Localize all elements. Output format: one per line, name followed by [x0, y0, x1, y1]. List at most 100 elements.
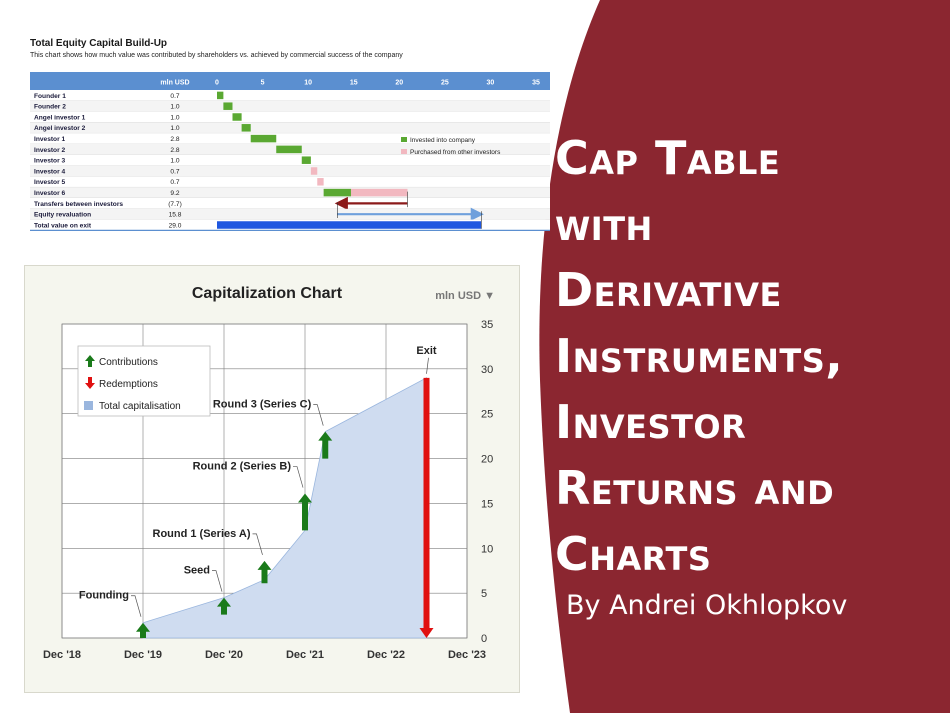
y-tick-label: 0 — [481, 633, 487, 645]
title-line: Charts — [555, 527, 712, 581]
row-value: 2.8 — [170, 147, 179, 154]
invested-bar — [276, 145, 302, 154]
maroon-curved-shape — [539, 0, 950, 713]
contribution-arrow — [136, 622, 150, 638]
x-tick-label: Dec '23 — [448, 649, 486, 661]
y-tick-label: 20 — [481, 454, 493, 466]
row-value: 1.0 — [170, 158, 179, 165]
invested-bar — [223, 102, 233, 110]
value-column-header: mln USD — [160, 80, 189, 87]
legend-label: Purchased from other investors — [410, 149, 501, 156]
contributions-icon — [85, 355, 95, 367]
table-row — [30, 176, 550, 188]
table-row — [30, 208, 550, 220]
invested-bar — [323, 188, 351, 197]
row-label: Investor 3 — [34, 158, 65, 165]
total-capitalisation-icon — [84, 401, 93, 410]
legend-box — [77, 345, 211, 417]
invested-bar — [241, 124, 251, 132]
y-tick-label: 35 — [481, 319, 493, 331]
row-value: 0.7 — [170, 179, 179, 186]
slide-title: Cap Table with Derivative Instruments, I… — [555, 125, 945, 587]
legend-label: Redemptions — [99, 379, 158, 390]
contribution-arrow — [217, 597, 231, 615]
invested-bar — [232, 113, 242, 121]
x-tick-label: Dec '22 — [367, 649, 405, 661]
total-bar — [217, 221, 482, 229]
row-label: Founder 2 — [34, 104, 66, 111]
row-label: Transfers between investors — [34, 201, 123, 208]
unit-selector[interactable]: mln USD ▼ — [435, 290, 495, 302]
row-label: Investor 2 — [34, 147, 65, 154]
contribution-arrow — [257, 560, 272, 584]
row-value: 29.0 — [169, 222, 182, 229]
row-value: 1.0 — [170, 125, 179, 132]
y-tick-label: 10 — [481, 543, 493, 555]
x-tick-label: 15 — [350, 80, 358, 87]
title-line: Derivative — [555, 263, 782, 317]
x-tick-label: 5 — [261, 80, 265, 87]
buildup-plot: mln USD 0 5 10 15 20 25 30 35 Founder 1 0.7 Founder… — [30, 72, 550, 231]
legend-swatch — [401, 149, 407, 154]
row-label: Investor 4 — [34, 168, 65, 175]
contribution-arrow — [318, 431, 333, 459]
row-label: Investor 1 — [34, 136, 65, 143]
row-value: 1.0 — [170, 114, 179, 121]
redemptions-icon — [85, 377, 95, 389]
annotation-leader — [313, 404, 324, 426]
legend-swatch — [401, 137, 407, 142]
contribution-arrow — [298, 493, 312, 531]
header-band — [30, 72, 550, 90]
invested-bar — [301, 156, 311, 164]
capitalization-title: Capitalization Chart — [191, 285, 343, 302]
annotation-leader — [252, 533, 263, 555]
y-tick-label: 5 — [481, 588, 487, 600]
title-line: Cap Table — [555, 131, 781, 185]
annotation-leader — [426, 357, 429, 374]
row-value: 2.8 — [170, 136, 179, 143]
x-tick-label: Dec '18 — [43, 649, 81, 661]
y-tick-label: 15 — [481, 498, 493, 510]
row-label: Angel investor 1 — [34, 114, 86, 121]
table-row — [30, 133, 550, 144]
annotation-label: Round 1 (Series A) — [153, 528, 251, 540]
table-row — [30, 122, 550, 134]
invested-bar — [250, 134, 277, 143]
y-tick-label: 25 — [481, 409, 493, 421]
annotation-label: Exit — [416, 345, 437, 357]
legend-label: Total capitalisation — [99, 401, 181, 412]
x-tick-label: 20 — [395, 80, 403, 87]
row-value: (7.7) — [168, 201, 182, 208]
purchased-bar — [310, 167, 318, 175]
author-byline: By Andrei Okhlopkov — [566, 590, 848, 621]
table-row — [30, 154, 550, 166]
row-label: Equity revaluation — [34, 212, 91, 219]
annotation-label: Seed — [184, 565, 210, 577]
annotation-leader — [293, 466, 304, 488]
annotation-label: Founding — [79, 590, 129, 602]
row-value: 15.8 — [169, 212, 182, 219]
annotation-leader — [212, 570, 223, 592]
table-row — [30, 90, 550, 101]
buildup-subtitle: This chart shows how much value was cont… — [30, 52, 403, 59]
row-label: Investor 6 — [34, 190, 65, 197]
capitalization-chart: 0 5 10 15 20 25 30 35 Dec '18 Dec '19 Dec '20 Dec '… — [24, 265, 520, 693]
row-label: Total value on exit — [34, 222, 92, 229]
row-value: 0.7 — [170, 168, 179, 175]
legend: Contributions Redemptions Total capitalisa… — [77, 345, 211, 417]
x-tick-label: 35 — [532, 80, 540, 87]
equity-buildup-chart: Total Equity Capital Build-Up This chart… — [30, 38, 550, 231]
table-row — [30, 198, 550, 209]
x-tick-label: 30 — [487, 80, 495, 87]
row-value: 0.7 — [170, 93, 179, 100]
purchased-bar — [350, 188, 408, 197]
table-row — [30, 100, 550, 112]
title-line: Instruments, — [555, 329, 844, 383]
row-value: 1.0 — [170, 104, 179, 111]
x-tick-label: Dec '20 — [205, 649, 243, 661]
annotation-label: Round 3 (Series C) — [213, 399, 312, 411]
legend-label: Invested into company — [410, 137, 476, 144]
row-label: Investor 5 — [34, 179, 65, 186]
x-tick-label: Dec '19 — [124, 649, 162, 661]
